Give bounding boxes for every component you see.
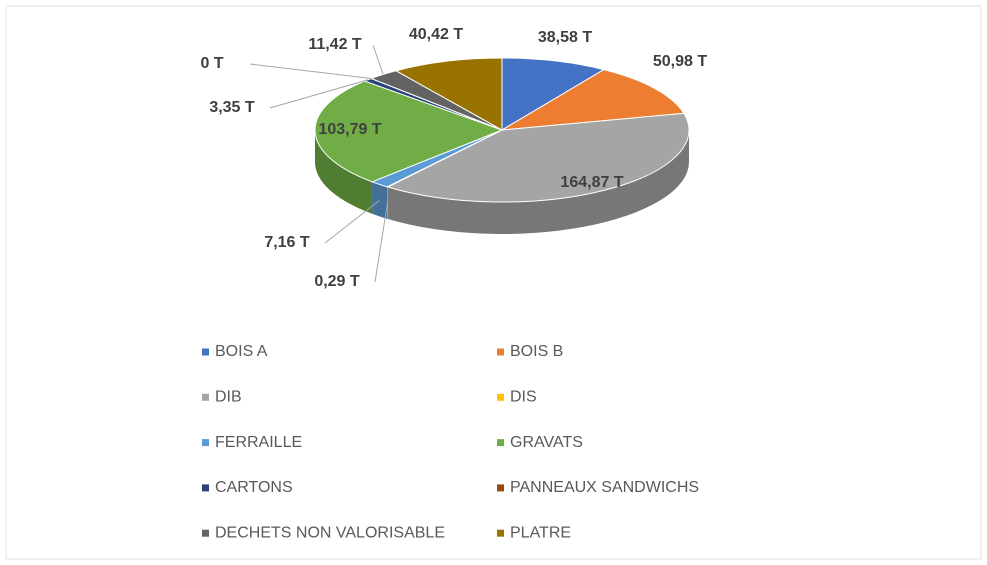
slice-side: [387, 130, 689, 234]
slice-side: [372, 181, 388, 219]
legend-swatch: [497, 348, 504, 356]
leader-line: [372, 44, 384, 75]
legend-swatch: [497, 439, 504, 447]
legend-swatch: [497, 484, 504, 492]
legend-swatch: [202, 348, 209, 356]
legend-label: BOIS A: [215, 343, 268, 360]
legend-label: DIB: [215, 389, 242, 406]
legend-label: DECHETS NON VALORISABLE: [215, 524, 445, 541]
legend-label: PLATRE: [510, 524, 571, 541]
leader-line: [249, 63, 372, 80]
leader-line: [374, 202, 388, 283]
legend-swatch: [202, 393, 209, 401]
slice: [501, 57, 606, 131]
data-label: 164,87 T: [560, 174, 623, 191]
legend-swatch: [497, 529, 504, 537]
legend-label: GRAVATS: [510, 434, 583, 451]
legend-swatch: [202, 484, 209, 492]
data-label: 3,35 T: [209, 99, 255, 116]
legend-swatch: [202, 439, 209, 447]
legend-label: BOIS B: [510, 343, 563, 360]
data-label: 7,16 T: [264, 234, 310, 251]
legend-swatch: [497, 393, 504, 401]
data-label: 0,29 T: [314, 273, 360, 290]
legend-label: DIS: [510, 389, 537, 406]
slice: [394, 57, 503, 131]
legend-label: PANNEAUX SANDWICHS: [510, 479, 699, 496]
data-label: 38,58 T: [538, 29, 592, 46]
legend-swatch: [202, 529, 209, 537]
leader-line: [269, 79, 369, 109]
data-label: 103,79 T: [318, 121, 381, 138]
data-label: 0 T: [200, 55, 223, 72]
slice: [386, 112, 690, 203]
slice: [314, 80, 504, 183]
slice: [501, 69, 685, 131]
leader-line: [324, 199, 380, 244]
data-label: 11,42 T: [308, 36, 362, 53]
legend-label: CARTONS: [215, 479, 293, 496]
slice-side: [315, 130, 373, 214]
data-label: 40,42 T: [409, 26, 463, 43]
legend-label: FERRAILLE: [215, 434, 302, 451]
slice-side: [387, 186, 388, 220]
data-label: 50,98 T: [653, 53, 707, 70]
